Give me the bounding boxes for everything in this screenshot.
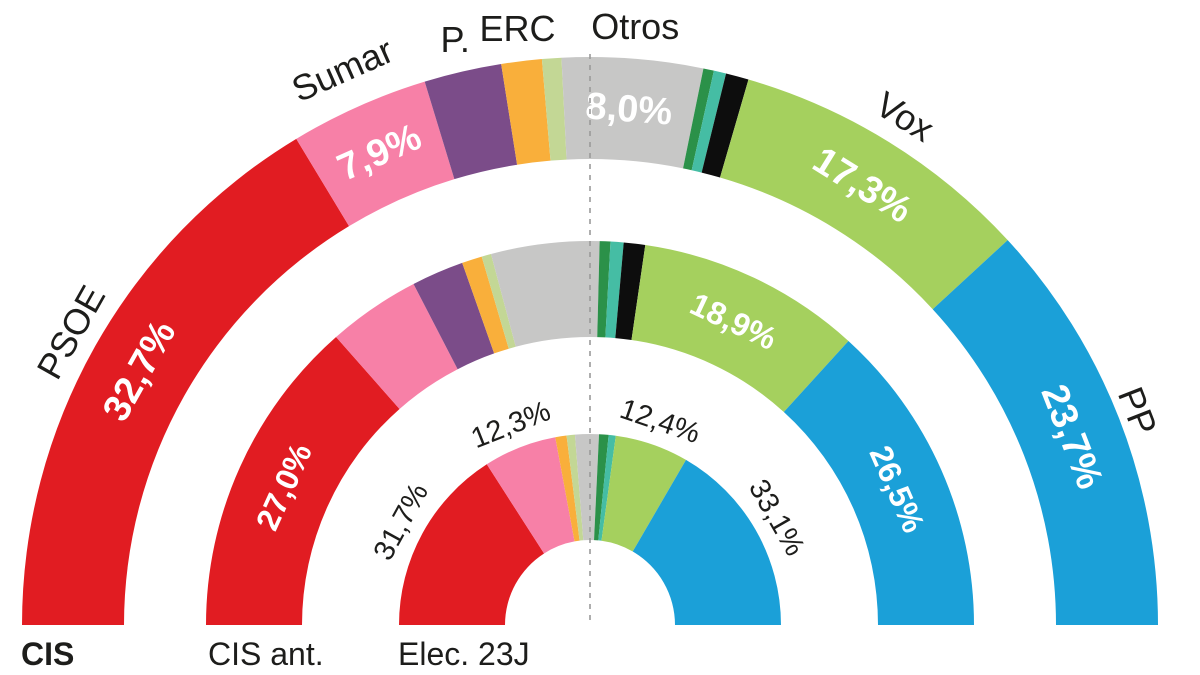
segment-cis-ant-erc	[462, 256, 509, 354]
segment-cis-ant-psoe	[206, 336, 400, 625]
segment-elec-23j-teal	[598, 434, 616, 541]
party-label-podemos: P.	[441, 19, 470, 60]
segment-cis-podemos	[424, 63, 518, 180]
party-label-erc: ERC	[479, 8, 555, 49]
segment-elec-23j-psoe	[398, 464, 545, 625]
segment-cis-teal	[691, 70, 727, 173]
segment-cis-vox	[720, 79, 1008, 310]
segment-cis-pp	[932, 240, 1158, 625]
segment-cis-ant-black	[615, 242, 646, 340]
segment-elec-23j-vox	[601, 435, 687, 552]
segment-elec-23j-otros	[574, 433, 600, 541]
segment-cis-sumar	[296, 81, 455, 227]
segment-cis-ant-pp	[783, 340, 974, 625]
segment-cis-darkgreen	[683, 68, 714, 171]
segment-cis-ant-vox	[631, 245, 849, 412]
segment-elec-23j-lightgreen	[566, 434, 584, 541]
ring-label-elec-23j: Elec. 23J	[398, 636, 530, 672]
segment-cis-ant-sumar	[336, 283, 458, 409]
segment-elec-23j-darkgreen	[594, 434, 609, 541]
segment-cis-ant-podemos	[413, 262, 495, 370]
segment-cis-black	[701, 73, 749, 178]
segment-cis-erc	[501, 59, 551, 165]
party-label-otros: Otros	[591, 6, 679, 47]
segment-cis-otros	[561, 57, 704, 169]
segment-cis-lightgreen	[541, 57, 567, 161]
ring-label-cis: CIS	[21, 636, 75, 672]
segment-elec-23j-pp	[632, 459, 781, 625]
segment-cis-ant-darkgreen	[597, 241, 611, 338]
segment-elec-23j-sumar	[486, 437, 575, 554]
ring-label-cis-ant: CIS ant.	[208, 636, 324, 672]
segment-elec-23j-erc	[555, 435, 580, 542]
segment-cis-ant-lightgreen	[481, 253, 516, 349]
value-label-cis-otros: 8,0%	[584, 85, 674, 133]
segment-cis-ant-otros	[491, 240, 600, 347]
segment-cis-psoe	[22, 138, 350, 625]
segment-cis-ant-teal	[605, 241, 624, 339]
